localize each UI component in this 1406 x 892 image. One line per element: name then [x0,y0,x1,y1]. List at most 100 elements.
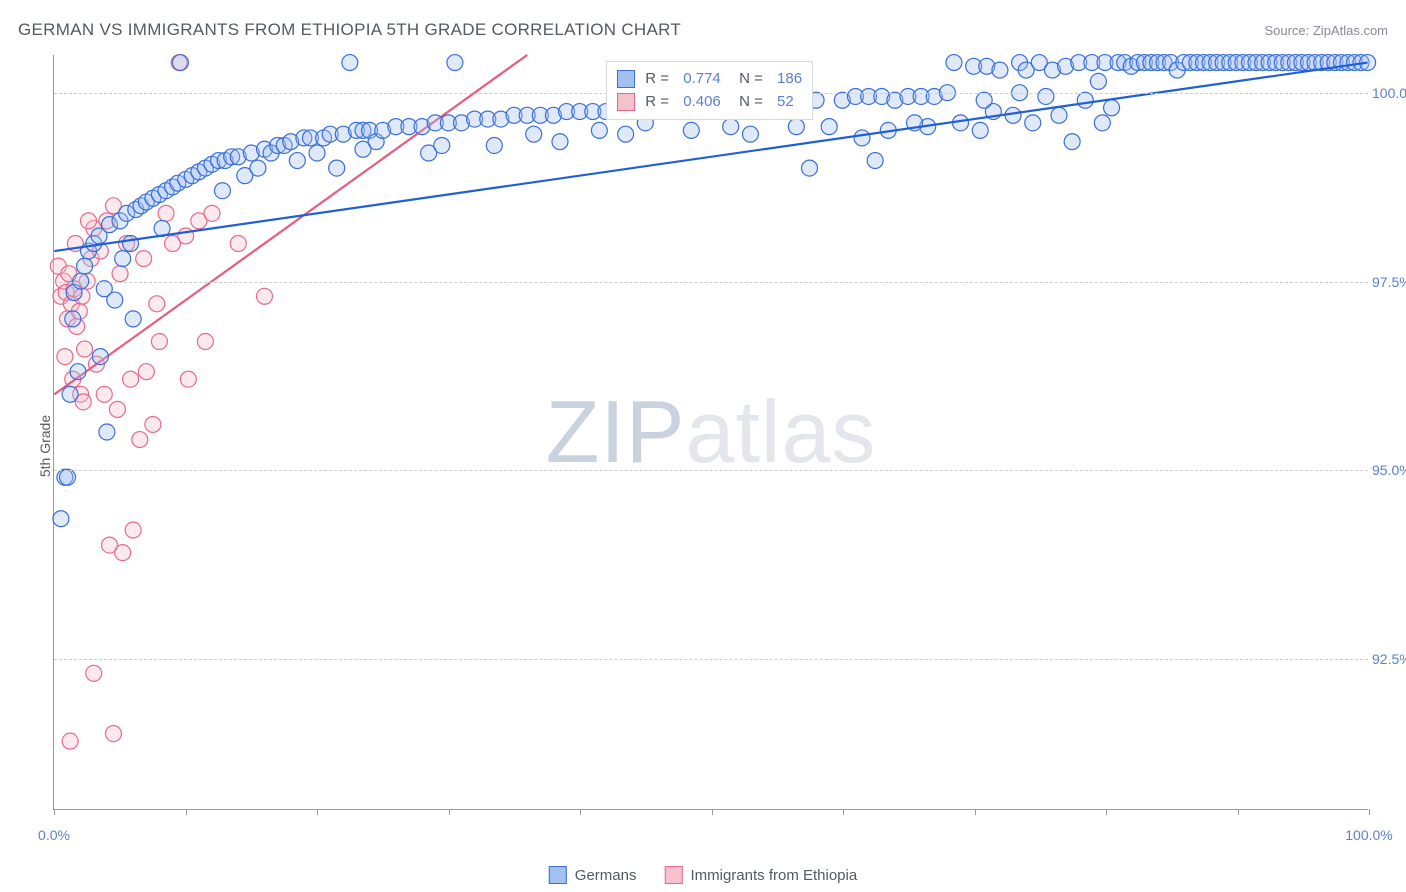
xtick [975,809,976,815]
legend-item-germans: Germans [549,866,637,884]
scatter-point [618,126,634,142]
xtick [1369,809,1370,815]
xtick [186,809,187,815]
scatter-point [99,424,115,440]
scatter-point [105,726,121,742]
scatter-point [289,153,305,169]
scatter-point [976,92,992,108]
scatter-point [123,236,139,252]
scatter-point [115,545,131,561]
scatter-point [158,205,174,221]
scatter-point [1077,92,1093,108]
scatter-point [112,266,128,282]
xtick [449,809,450,815]
scatter-point [355,141,371,157]
scatter-point [138,364,154,380]
scatter-point [1038,88,1054,104]
scatter-point [1064,134,1080,150]
bottom-legend: Germans Immigrants from Ethiopia [549,866,857,884]
scatter-point [77,258,93,274]
scatter-point [1051,107,1067,123]
scatter-point [552,134,568,150]
scatter-point [683,122,699,138]
scatter-point [109,401,125,417]
xtick [1238,809,1239,815]
legend-stats-row: R = 0.406 N = 52 [617,91,802,114]
scatter-point [125,311,141,327]
scatter-point [136,251,152,267]
ytick-label: 100.0% [1372,85,1406,101]
legend-stats-row: R = 0.774 N = 186 [617,68,802,91]
scatter-point [723,119,739,135]
source-attribution: Source: ZipAtlas.com [1264,23,1388,38]
scatter-point [65,311,81,327]
xtick [54,809,55,815]
legend-stats-swatch [617,70,635,88]
scatter-point [132,432,148,448]
scatter-point [526,126,542,142]
gridline-h [54,659,1368,660]
legend-label-germans: Germans [575,867,637,884]
xtick-label: 0.0% [38,827,70,843]
scatter-point [591,122,607,138]
scatter-point [972,122,988,138]
ytick-label: 92.5% [1372,651,1406,667]
ytick-label: 95.0% [1372,462,1406,478]
scatter-point [486,137,502,153]
stat-n-label: N = [731,68,767,91]
scatter-point [81,213,97,229]
stat-n-label: N = [731,91,767,114]
scatter-point [204,205,220,221]
scatter-point [257,288,273,304]
scatter-point [1025,115,1041,131]
scatter-point [309,145,325,161]
scatter-point [821,119,837,135]
scatter-point [214,183,230,199]
stat-r-value: 0.774 [683,68,721,91]
xtick [843,809,844,815]
scatter-point [1094,115,1110,131]
scatter-point [788,119,804,135]
scatter-point [92,349,108,365]
legend-label-ethiopia: Immigrants from Ethiopia [690,867,857,884]
stat-r-value: 0.406 [683,91,721,114]
scatter-point [149,296,165,312]
stat-r-label: R = [645,91,673,114]
scatter-point [62,386,78,402]
scatter-point [77,341,93,357]
scatter-point [70,364,86,380]
scatter-point [1090,73,1106,89]
scatter-point [742,126,758,142]
scatter-point [230,236,246,252]
scatter-point [123,371,139,387]
y-axis-label: 5th Grade [37,415,53,477]
scatter-point [62,733,78,749]
legend-stats-box: R = 0.774 N = 186R = 0.406 N = 52 [606,61,813,120]
scatter-point [145,416,161,432]
xtick [317,809,318,815]
legend-swatch-ethiopia [664,866,682,884]
scatter-point [1104,100,1120,116]
scatter-point [180,371,196,387]
scatter-point [172,55,188,71]
gridline-h [54,470,1368,471]
scatter-point [329,160,345,176]
scatter-point [992,62,1008,78]
scatter-point [151,334,167,350]
xtick [1106,809,1107,815]
stat-r-label: R = [645,68,673,91]
chart-title: GERMAN VS IMMIGRANTS FROM ETHIOPIA 5TH G… [18,20,681,40]
xtick [580,809,581,815]
scatter-point [125,522,141,538]
plot-area: ZIPatlas 92.5%95.0%97.5%100.0%0.0%100.0%… [53,55,1368,810]
scatter-point [197,334,213,350]
scatter-point [96,386,112,402]
scatter-point [60,469,76,485]
scatter-point [107,292,123,308]
scatter-point [867,153,883,169]
plot-svg [54,55,1368,809]
stat-n-value: 186 [777,68,802,91]
legend-stats-swatch [617,93,635,111]
scatter-point [854,130,870,146]
legend-swatch-germans [549,866,567,884]
